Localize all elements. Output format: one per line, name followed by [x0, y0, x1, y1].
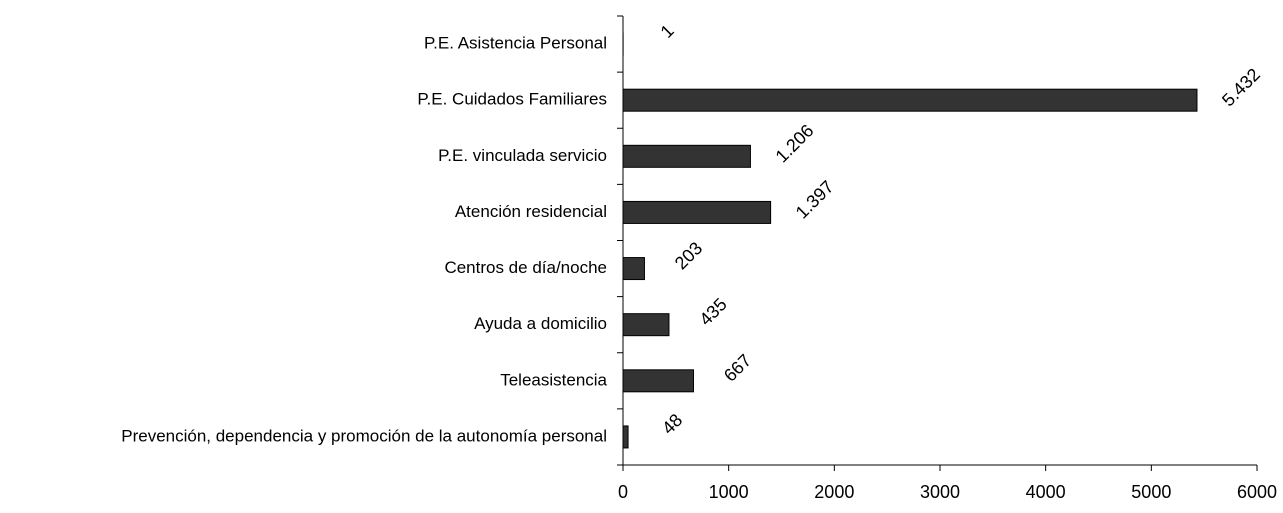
y-tick-label: P.E. vinculada servicio	[438, 146, 607, 165]
bar	[622, 144, 751, 168]
value-label: 1.206	[772, 120, 818, 166]
x-tick-label: 5000	[1131, 482, 1171, 502]
bar	[622, 313, 670, 337]
value-label: 5.432	[1218, 64, 1264, 110]
x-tick-label: 4000	[1026, 482, 1066, 502]
x-tick-label: 2000	[814, 482, 854, 502]
x-tick-label: 3000	[920, 482, 960, 502]
x-tick-label: 6000	[1237, 482, 1277, 502]
y-tick-label: Atención residencial	[455, 202, 607, 221]
y-tick-label: Prevención, dependencia y promoción de l…	[121, 426, 607, 445]
bar	[622, 257, 645, 281]
x-tick-label: 0	[618, 482, 628, 502]
value-label: 48	[658, 410, 686, 438]
y-tick-label: Ayuda a domicilio	[474, 314, 607, 333]
bar	[622, 425, 629, 449]
value-label: 1	[657, 21, 678, 42]
bar	[622, 200, 772, 224]
value-label: 203	[671, 238, 706, 273]
y-tick-label: Teleasistencia	[500, 370, 607, 389]
y-tick-label: Centros de día/noche	[444, 258, 607, 277]
value-label: 667	[720, 350, 755, 385]
x-tick-label: 1000	[709, 482, 749, 502]
value-label: 1.397	[792, 177, 838, 223]
bar	[622, 369, 694, 393]
y-tick-label: P.E. Cuidados Familiares	[417, 90, 607, 109]
value-label: 435	[695, 294, 730, 329]
bar	[622, 88, 1198, 112]
y-tick-label: P.E. Asistencia Personal	[424, 34, 607, 53]
